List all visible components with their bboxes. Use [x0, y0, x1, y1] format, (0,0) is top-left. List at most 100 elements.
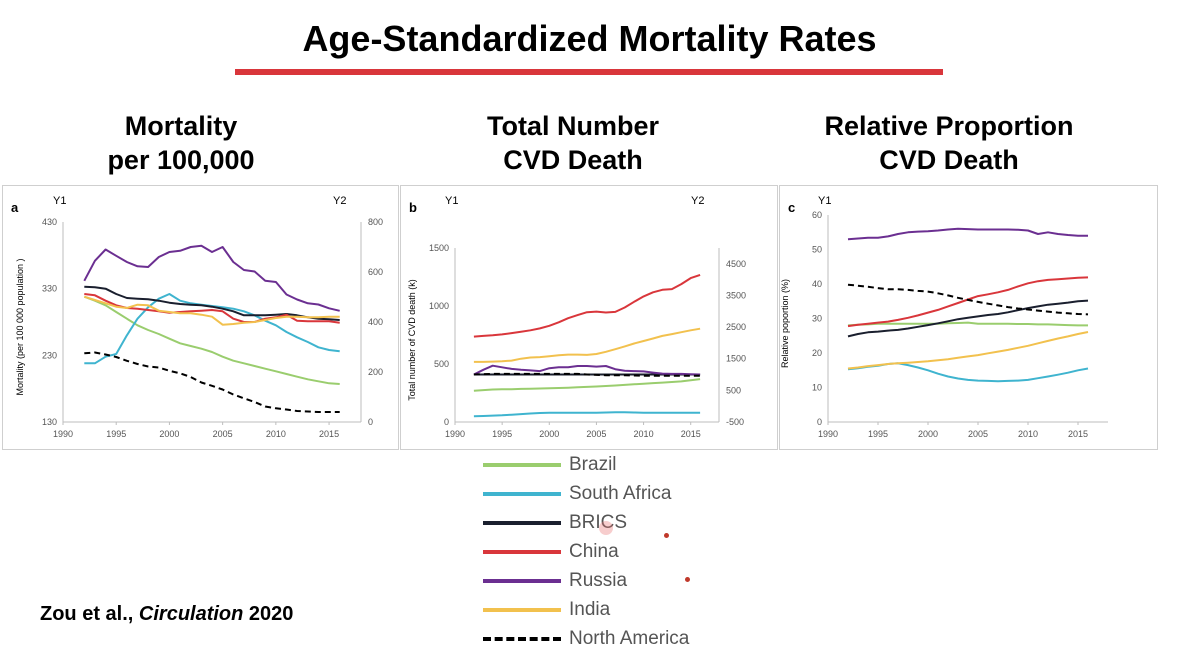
y2-tick-label: 400 — [368, 317, 383, 327]
legend-swatch — [483, 550, 561, 554]
title-underline — [235, 69, 943, 75]
column-title-line1: Total Number — [486, 111, 659, 141]
series-line-brics — [84, 285, 340, 321]
y1-tick-label: 330 — [42, 284, 57, 294]
y2-tick-label: -500 — [726, 417, 744, 427]
y1-tick-label: 130 — [42, 417, 57, 427]
legend-item-russia: Russia — [483, 566, 803, 595]
y1-tick-label: 430 — [42, 217, 57, 227]
x-tick-label: 2015 — [1068, 429, 1088, 439]
column-title-line2: per 100,000 — [107, 145, 255, 175]
y2-tick-label: 200 — [368, 367, 383, 377]
x-tick-label: 1990 — [818, 429, 838, 439]
series-line-north-america — [847, 283, 1089, 316]
y1-tick-label: 1000 — [429, 301, 449, 311]
legend-swatch — [483, 608, 561, 612]
y1-tick-label: 30 — [812, 314, 822, 324]
y1-tick-label: 40 — [812, 279, 822, 289]
y2-title: Y2 — [691, 195, 704, 207]
series-line-north-america — [473, 372, 701, 377]
column-title-line1: Mortality — [124, 111, 238, 141]
chart-panel-c: c Y1 Relative poportion (%) 1990 1995 2000 200… — [779, 185, 1158, 450]
x-tick-label: 2015 — [681, 429, 701, 439]
y1-tick-label: 60 — [812, 210, 822, 220]
y1-title: Y1 — [445, 195, 458, 207]
x-tick-label: 1995 — [106, 429, 126, 439]
panel-label: c — [788, 200, 795, 215]
legend-label: BRICS — [569, 512, 628, 533]
legend-item-south-africa: South Africa — [483, 479, 803, 508]
x-tick-label: 2010 — [266, 429, 286, 439]
chart-panel-b: b Y1 Y2 Total number of CVD death (k) 1990 19… — [400, 185, 778, 450]
series-line-russia — [473, 364, 701, 376]
citation-journal: Circulation — [138, 603, 244, 625]
series-line-india — [847, 331, 1089, 370]
series-line-russia — [83, 244, 340, 312]
legend-label: South Africa — [569, 483, 672, 504]
legend-swatch — [483, 521, 561, 525]
series-line-india — [473, 327, 701, 363]
x-tick-label: 1995 — [868, 429, 888, 439]
x-tick-label: 2000 — [539, 429, 559, 439]
panel-label: b — [409, 200, 417, 215]
column-title-mortality: Mortality per 100,000 — [16, 109, 346, 177]
panel-label: a — [11, 200, 19, 215]
x-tick-label: 2005 — [586, 429, 606, 439]
legend-item-india: India — [483, 595, 803, 624]
x-tick-label: 1995 — [492, 429, 512, 439]
legend-swatch — [483, 637, 561, 641]
legend: Brazil South Africa BRICS China Russia India N… — [483, 450, 803, 653]
y1-tick-label: 0 — [444, 417, 449, 427]
x-tick-label: 2000 — [159, 429, 179, 439]
y2-tick-label: 1500 — [726, 354, 746, 364]
y-axis-label: Mortality (per 100 000 population ) — [15, 258, 25, 395]
x-tick-label: 2010 — [634, 429, 654, 439]
y2-tick-label: 800 — [368, 217, 383, 227]
chart-b-svg: b Y1 Y2 Total number of CVD death (k) 1990 19… — [407, 195, 746, 439]
legend-label: North America — [569, 628, 690, 649]
legend-label: India — [569, 599, 611, 620]
y2-tick-label: 600 — [368, 267, 383, 277]
citation-year: 2020 — [243, 603, 294, 625]
series-line-south-africa — [847, 362, 1089, 383]
series-line-south-africa — [473, 411, 701, 418]
column-title-line2: CVD Death — [503, 145, 643, 175]
y2-title: Y2 — [333, 195, 346, 207]
y2-tick-label: 2500 — [726, 322, 746, 332]
y1-tick-label: 20 — [812, 348, 822, 358]
chart-panel-a: a Y1 Y2 Mortality (per 100 000 population )… — [2, 185, 399, 450]
y2-tick-label: 0 — [368, 417, 373, 427]
series-line-china — [473, 273, 701, 338]
y1-tick-label: 0 — [817, 417, 822, 427]
y1-title: Y1 — [53, 195, 66, 207]
column-title-total-number: Total Number CVD Death — [408, 109, 738, 177]
x-tick-label: 2005 — [213, 429, 233, 439]
column-title-relative-proportion: Relative Proportion CVD Death — [784, 109, 1114, 177]
y1-title: Y1 — [818, 195, 831, 207]
column-title-line2: CVD Death — [879, 145, 1019, 175]
y1-tick-label: 500 — [434, 359, 449, 369]
x-tick-label: 2010 — [1018, 429, 1038, 439]
x-tick-label: 2005 — [968, 429, 988, 439]
legend-item-north-america: North America — [483, 624, 803, 653]
legend-item-brics: BRICS — [483, 508, 803, 537]
series-line-brazil — [83, 295, 340, 385]
x-tick-label: 2015 — [319, 429, 339, 439]
y-axis-label: Total number of CVD death (k) — [407, 279, 417, 401]
legend-item-china: China — [483, 537, 803, 566]
x-tick-label: 1990 — [445, 429, 465, 439]
legend-label: Brazil — [569, 454, 617, 475]
series-line-brazil — [473, 378, 701, 392]
column-title-line1: Relative Proportion — [824, 111, 1074, 141]
legend-label: China — [569, 541, 619, 562]
y1-tick-label: 50 — [812, 245, 822, 255]
annotation-dot — [685, 577, 690, 582]
series-line-brics — [847, 299, 1089, 338]
series-line-brazil — [847, 321, 1088, 327]
y1-tick-label: 1500 — [429, 243, 449, 253]
y-axis-label: Relative poportion (%) — [780, 279, 790, 368]
series-line-russia — [847, 227, 1088, 241]
annotation-dot — [664, 533, 669, 538]
legend-swatch — [483, 579, 561, 583]
